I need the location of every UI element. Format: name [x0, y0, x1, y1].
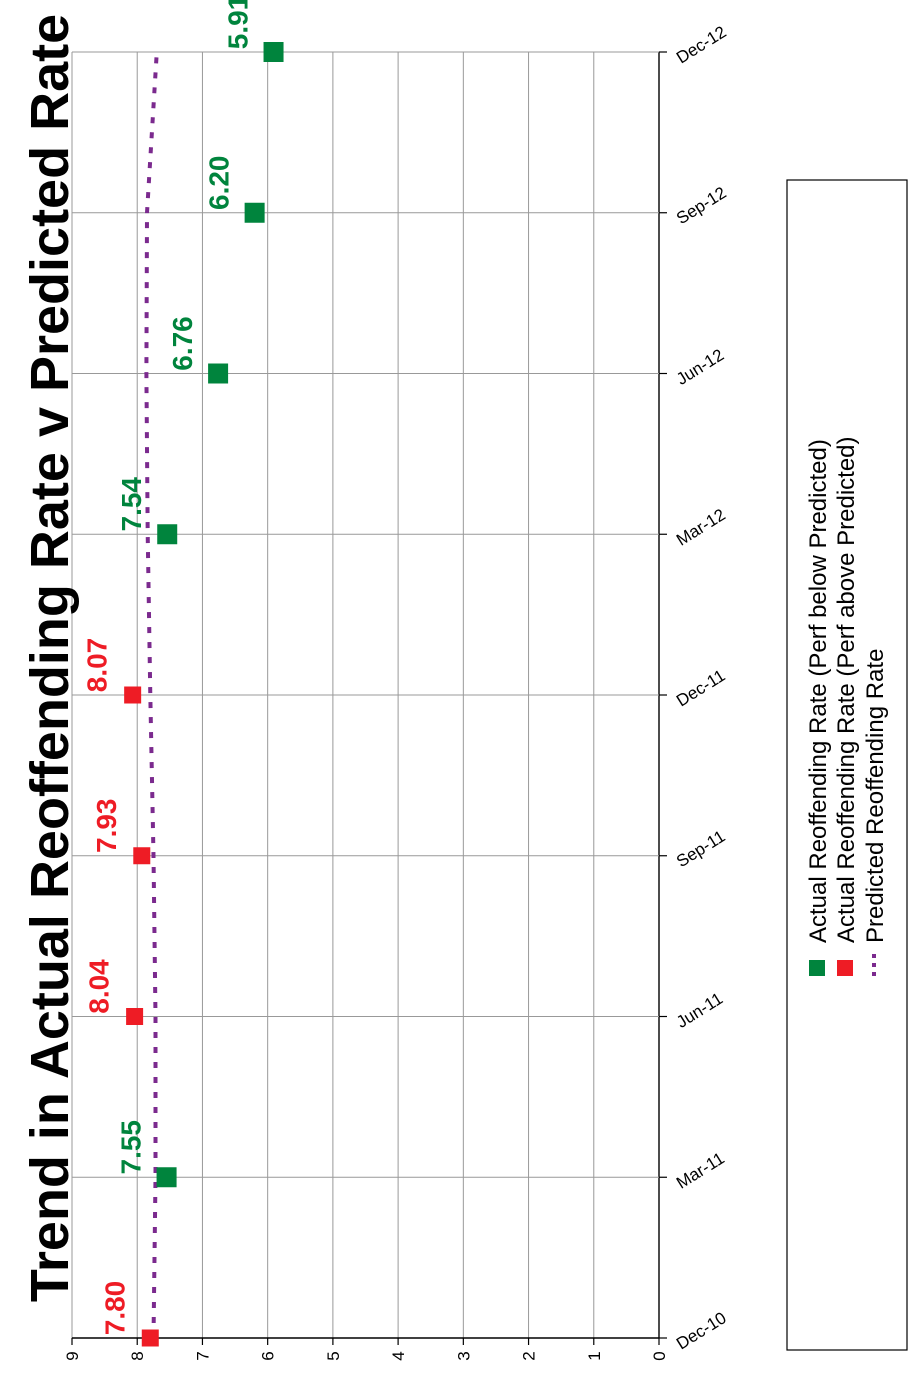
data-marker [244, 202, 265, 223]
x-tick-label: Mar-11 [673, 1149, 728, 1193]
data-label: 6.76 [167, 316, 198, 371]
data-label: 8.04 [84, 959, 115, 1014]
x-tick-label: Sep-11 [673, 827, 728, 871]
legend-label: Actual Reoffending Rate (Perf below Pred… [805, 439, 832, 943]
marker-group [124, 42, 284, 1347]
legend-swatch [809, 960, 825, 976]
x-tick-label: Dec-10 [673, 1308, 730, 1353]
x-tick-label: Jun-11 [673, 989, 726, 1032]
y-tick-group: 0 1 2 3 4 5 6 7 8 9 [63, 1351, 669, 1360]
data-label: 8.07 [82, 638, 113, 693]
data-marker [156, 1167, 177, 1188]
x-tick-label: Dec-11 [673, 666, 728, 710]
y-tick-label: 5 [324, 1351, 343, 1360]
y-tick-label: 1 [585, 1351, 604, 1360]
x-tick-label: Mar-12 [673, 505, 729, 550]
data-marker [133, 847, 151, 865]
data-label-group: 7.55 7.54 6.76 6.20 5.91 7.80 8.04 7.93 8.07 [82, 0, 254, 1335]
data-label: 5.91 [223, 0, 254, 49]
predicted-series [144, 51, 159, 1339]
chart-title: Trend in Actual Reoffending Rate v Predi… [20, 14, 80, 1302]
data-marker [208, 363, 229, 384]
x-tick-label: Jun-12 [673, 345, 727, 389]
y-tick-label: 3 [454, 1351, 473, 1360]
x-tick-label: Sep-12 [673, 183, 730, 228]
data-label: 7.54 [116, 477, 147, 532]
data-marker [124, 686, 142, 704]
y-tick-label: 2 [520, 1351, 539, 1360]
data-marker [263, 42, 284, 62]
data-label: 7.93 [91, 799, 122, 854]
legend-swatch [837, 960, 853, 976]
legend-box [786, 179, 908, 1351]
x-tick-label: Dec-12 [673, 22, 730, 67]
data-label: 7.80 [99, 1281, 130, 1336]
y-tick-label: 7 [193, 1351, 212, 1360]
data-marker [157, 524, 178, 545]
legend-label: Actual Reoffending Rate (Perf above Pred… [833, 436, 860, 943]
predicted-line [144, 51, 159, 1339]
y-tick-label: 6 [259, 1351, 278, 1360]
x-tick-group: Dec-10 Mar-11 Jun-11 Sep-11 Dec-11 Mar-12 Jun-… [673, 22, 730, 1353]
axes [71, 51, 667, 1345]
y-tick-label: 8 [128, 1351, 147, 1360]
y-tick-label: 9 [63, 1351, 82, 1360]
y-tick-label: 0 [650, 1351, 669, 1360]
data-label: 6.20 [204, 156, 235, 211]
data-marker [141, 1329, 159, 1347]
legend-label: Predicted Reoffending Rate [862, 649, 889, 943]
data-marker [126, 1008, 144, 1025]
gridlines [71, 51, 660, 1339]
legend: Actual Reoffending Rate (Perf below Pred… [786, 179, 908, 1351]
data-label: 7.55 [116, 1120, 147, 1175]
y-tick-label: 4 [389, 1351, 408, 1360]
